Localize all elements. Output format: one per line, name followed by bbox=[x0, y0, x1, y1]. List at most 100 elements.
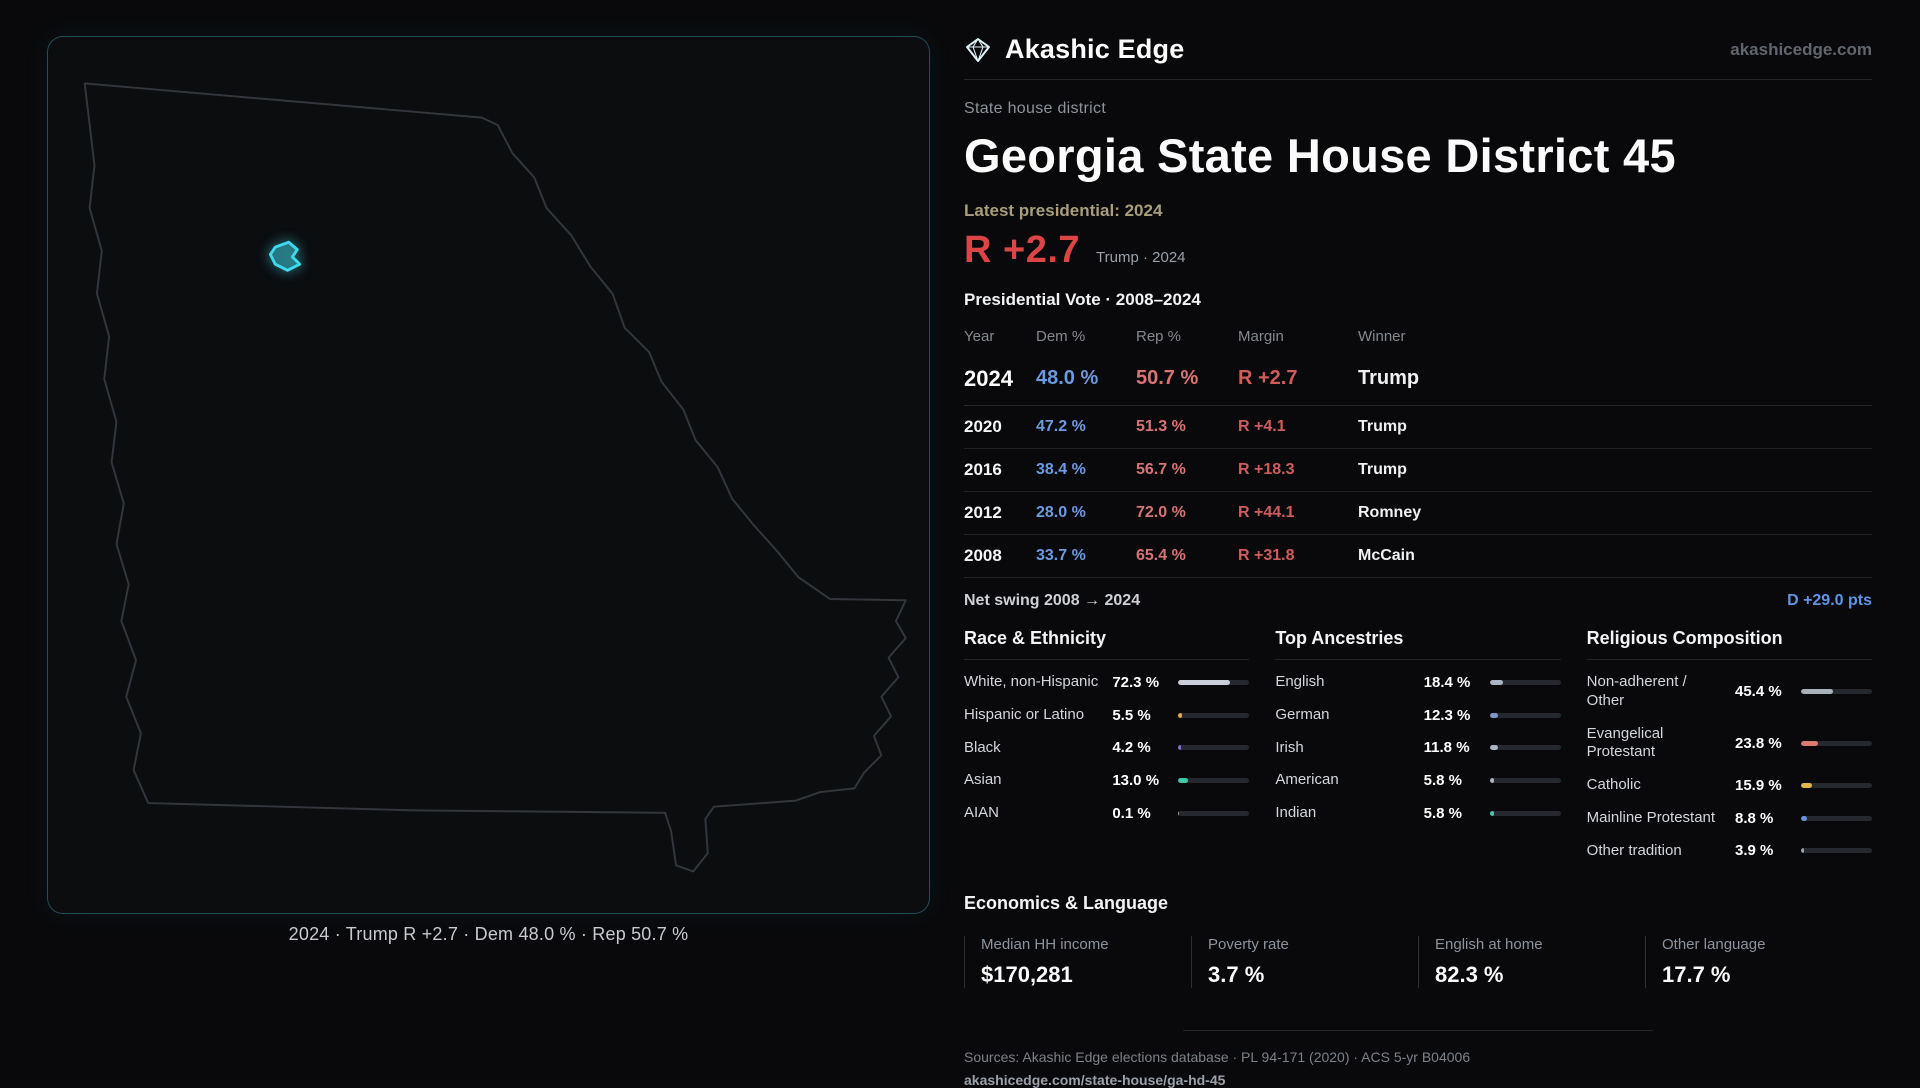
vote-dem: 48.0 % bbox=[1036, 367, 1099, 389]
demo-bar bbox=[1178, 679, 1250, 685]
vote-rep: 72.0 % bbox=[1136, 504, 1186, 521]
demo-value: 5.5 % bbox=[1112, 706, 1151, 724]
vote-table-title: Presidential Vote · 2008–2024 bbox=[964, 290, 1201, 309]
col-rep: Rep % bbox=[1136, 327, 1182, 345]
vote-table: Year Dem % Rep % Margin Winner 2024 48.0… bbox=[964, 320, 1872, 578]
demo-label: Mainline Protestant bbox=[1586, 808, 1716, 826]
demo-row: White, non-Hispanic 72.3 % bbox=[964, 666, 1250, 699]
demo-bar bbox=[1178, 778, 1250, 784]
demo-row: AIAN 0.1 % bbox=[964, 797, 1250, 830]
demo-label: Other tradition bbox=[1586, 841, 1682, 859]
vote-winner: Trump bbox=[1358, 418, 1407, 435]
vote-row-2020: 2020 47.2 % 51.3 % R +4.1 Trump bbox=[964, 406, 1872, 449]
brand-name: Akashic Edge bbox=[1005, 34, 1185, 64]
demo-label: Asian bbox=[964, 771, 1002, 789]
vote-margin: R +18.3 bbox=[1238, 461, 1295, 478]
demo-row: Asian 13.0 % bbox=[964, 764, 1250, 797]
economics-stats: Median HH income $170,281 Poverty rate 3… bbox=[964, 936, 1872, 989]
demo-row: Mainline Protestant 8.8 % bbox=[1587, 802, 1872, 835]
demo-row: Evangelical Protestant 23.8 % bbox=[1587, 718, 1872, 770]
demo-row: Other tradition 3.9 % bbox=[1587, 835, 1872, 868]
permalink[interactable]: akashicedge.com/state-house/ga-hd-45 bbox=[964, 1072, 1226, 1088]
footer-divider bbox=[1183, 1030, 1653, 1032]
stat-label: Other language bbox=[1662, 936, 1766, 954]
col-margin: Margin bbox=[1238, 327, 1284, 345]
demo-bar bbox=[1489, 778, 1561, 784]
demo-label: Catholic bbox=[1586, 776, 1641, 793]
demo-value: 4.2 % bbox=[1112, 739, 1151, 757]
demo-label: Non-adherent / Other bbox=[1586, 673, 1687, 709]
demo-bar bbox=[1801, 782, 1872, 788]
demo-row: Non-adherent / Other 45.4 % bbox=[1587, 666, 1872, 718]
demo-bar bbox=[1801, 740, 1872, 746]
col-dem: Dem % bbox=[1036, 327, 1086, 345]
stat-label: Median HH income bbox=[981, 936, 1109, 954]
demo-row: American 5.8 % bbox=[1275, 764, 1561, 797]
demo-bar bbox=[1178, 712, 1250, 718]
demo-label: White, non-Hispanic bbox=[964, 673, 1099, 690]
demo-row: Black 4.2 % bbox=[964, 732, 1250, 765]
demo-row: Hispanic or Latino 5.5 % bbox=[964, 699, 1250, 732]
georgia-outline bbox=[83, 82, 907, 873]
demo-label: German bbox=[1275, 705, 1330, 723]
demo-bar bbox=[1489, 679, 1561, 685]
religion-column: Religious Composition Non-adherent / Oth… bbox=[1586, 628, 1872, 868]
vote-row-2024: 2024 48.0 % 50.7 % R +2.7 Trump bbox=[964, 352, 1872, 406]
district-kicker: State house district bbox=[964, 100, 1107, 117]
header: Akashic Edge akashicedge.com bbox=[964, 26, 1872, 79]
sources-line: Sources: Akashic Edge elections database… bbox=[964, 1049, 1471, 1066]
demo-label: Evangelical Protestant bbox=[1586, 724, 1664, 761]
vote-margin: R +31.8 bbox=[1238, 547, 1295, 564]
demo-bar bbox=[1801, 848, 1872, 854]
demo-bar bbox=[1178, 810, 1250, 816]
demographics-grid: Race & Ethnicity White, non-Hispanic 72.… bbox=[964, 628, 1872, 867]
demo-bar bbox=[1489, 810, 1561, 816]
vote-margin: R +44.1 bbox=[1238, 504, 1295, 521]
vote-year: 2016 bbox=[964, 460, 1002, 479]
site-url[interactable]: akashicedge.com bbox=[1730, 39, 1872, 59]
section-title: Religious Composition bbox=[1586, 628, 1872, 660]
net-swing-label: Net swing 2008 → 2024 bbox=[964, 592, 1141, 609]
demo-row: Catholic 15.9 % bbox=[1587, 769, 1872, 802]
demo-label: American bbox=[1275, 771, 1339, 789]
stat-poverty-rate: Poverty rate 3.7 % bbox=[1191, 936, 1418, 989]
stat-value: 17.7 % bbox=[1662, 962, 1731, 988]
vote-winner: Trump bbox=[1358, 367, 1420, 389]
vote-margin: R +4.1 bbox=[1238, 418, 1286, 435]
vote-row-2008: 2008 33.7 % 65.4 % R +31.8 McCain bbox=[964, 535, 1872, 578]
map-panel[interactable] bbox=[47, 36, 930, 914]
stat-value: 82.3 % bbox=[1435, 962, 1504, 988]
header-divider bbox=[964, 79, 1872, 80]
demo-value: 5.8 % bbox=[1423, 772, 1463, 790]
vote-year: 2020 bbox=[964, 417, 1002, 436]
section-title: Race & Ethnicity bbox=[964, 628, 1250, 660]
vote-row-2016: 2016 38.4 % 56.7 % R +18.3 Trump bbox=[964, 449, 1872, 492]
district-45-shape[interactable] bbox=[268, 240, 302, 272]
stat-value: $170,281 bbox=[981, 962, 1073, 988]
demo-value: 8.8 % bbox=[1735, 809, 1774, 827]
vote-rep: 56.7 % bbox=[1136, 461, 1186, 478]
demo-value: 12.3 % bbox=[1423, 706, 1471, 724]
demo-label: Irish bbox=[1275, 738, 1304, 756]
latest-presidential-label: Latest presidential: 2024 bbox=[964, 201, 1163, 220]
demo-value: 15.9 % bbox=[1735, 776, 1782, 794]
demo-bar bbox=[1489, 745, 1561, 751]
col-winner: Winner bbox=[1358, 327, 1406, 345]
ancestries-column: Top Ancestries English 18.4 % German 12.… bbox=[1275, 628, 1561, 867]
demo-row: Indian 5.8 % bbox=[1275, 797, 1561, 830]
net-swing-value: D +29.0 pts bbox=[1787, 592, 1872, 609]
vote-rep: 51.3 % bbox=[1136, 418, 1186, 435]
stat-value: 3.7 % bbox=[1208, 962, 1265, 988]
stat-label: Poverty rate bbox=[1208, 936, 1289, 954]
vote-winner: Trump bbox=[1358, 461, 1407, 478]
headline-margin-row: R +2.7 Trump · 2024 bbox=[964, 229, 1872, 272]
vote-dem: 33.7 % bbox=[1036, 547, 1086, 564]
demo-bar bbox=[1801, 815, 1872, 821]
stat-label: English at home bbox=[1435, 936, 1543, 954]
page-title: Georgia State House District 45 bbox=[964, 129, 1676, 182]
demo-value: 23.8 % bbox=[1735, 734, 1782, 752]
demo-label: Black bbox=[964, 738, 1001, 756]
demo-row: Irish 11.8 % bbox=[1275, 732, 1561, 765]
vote-year: 2024 bbox=[964, 365, 1013, 391]
vote-table-header: Year Dem % Rep % Margin Winner bbox=[964, 320, 1872, 352]
